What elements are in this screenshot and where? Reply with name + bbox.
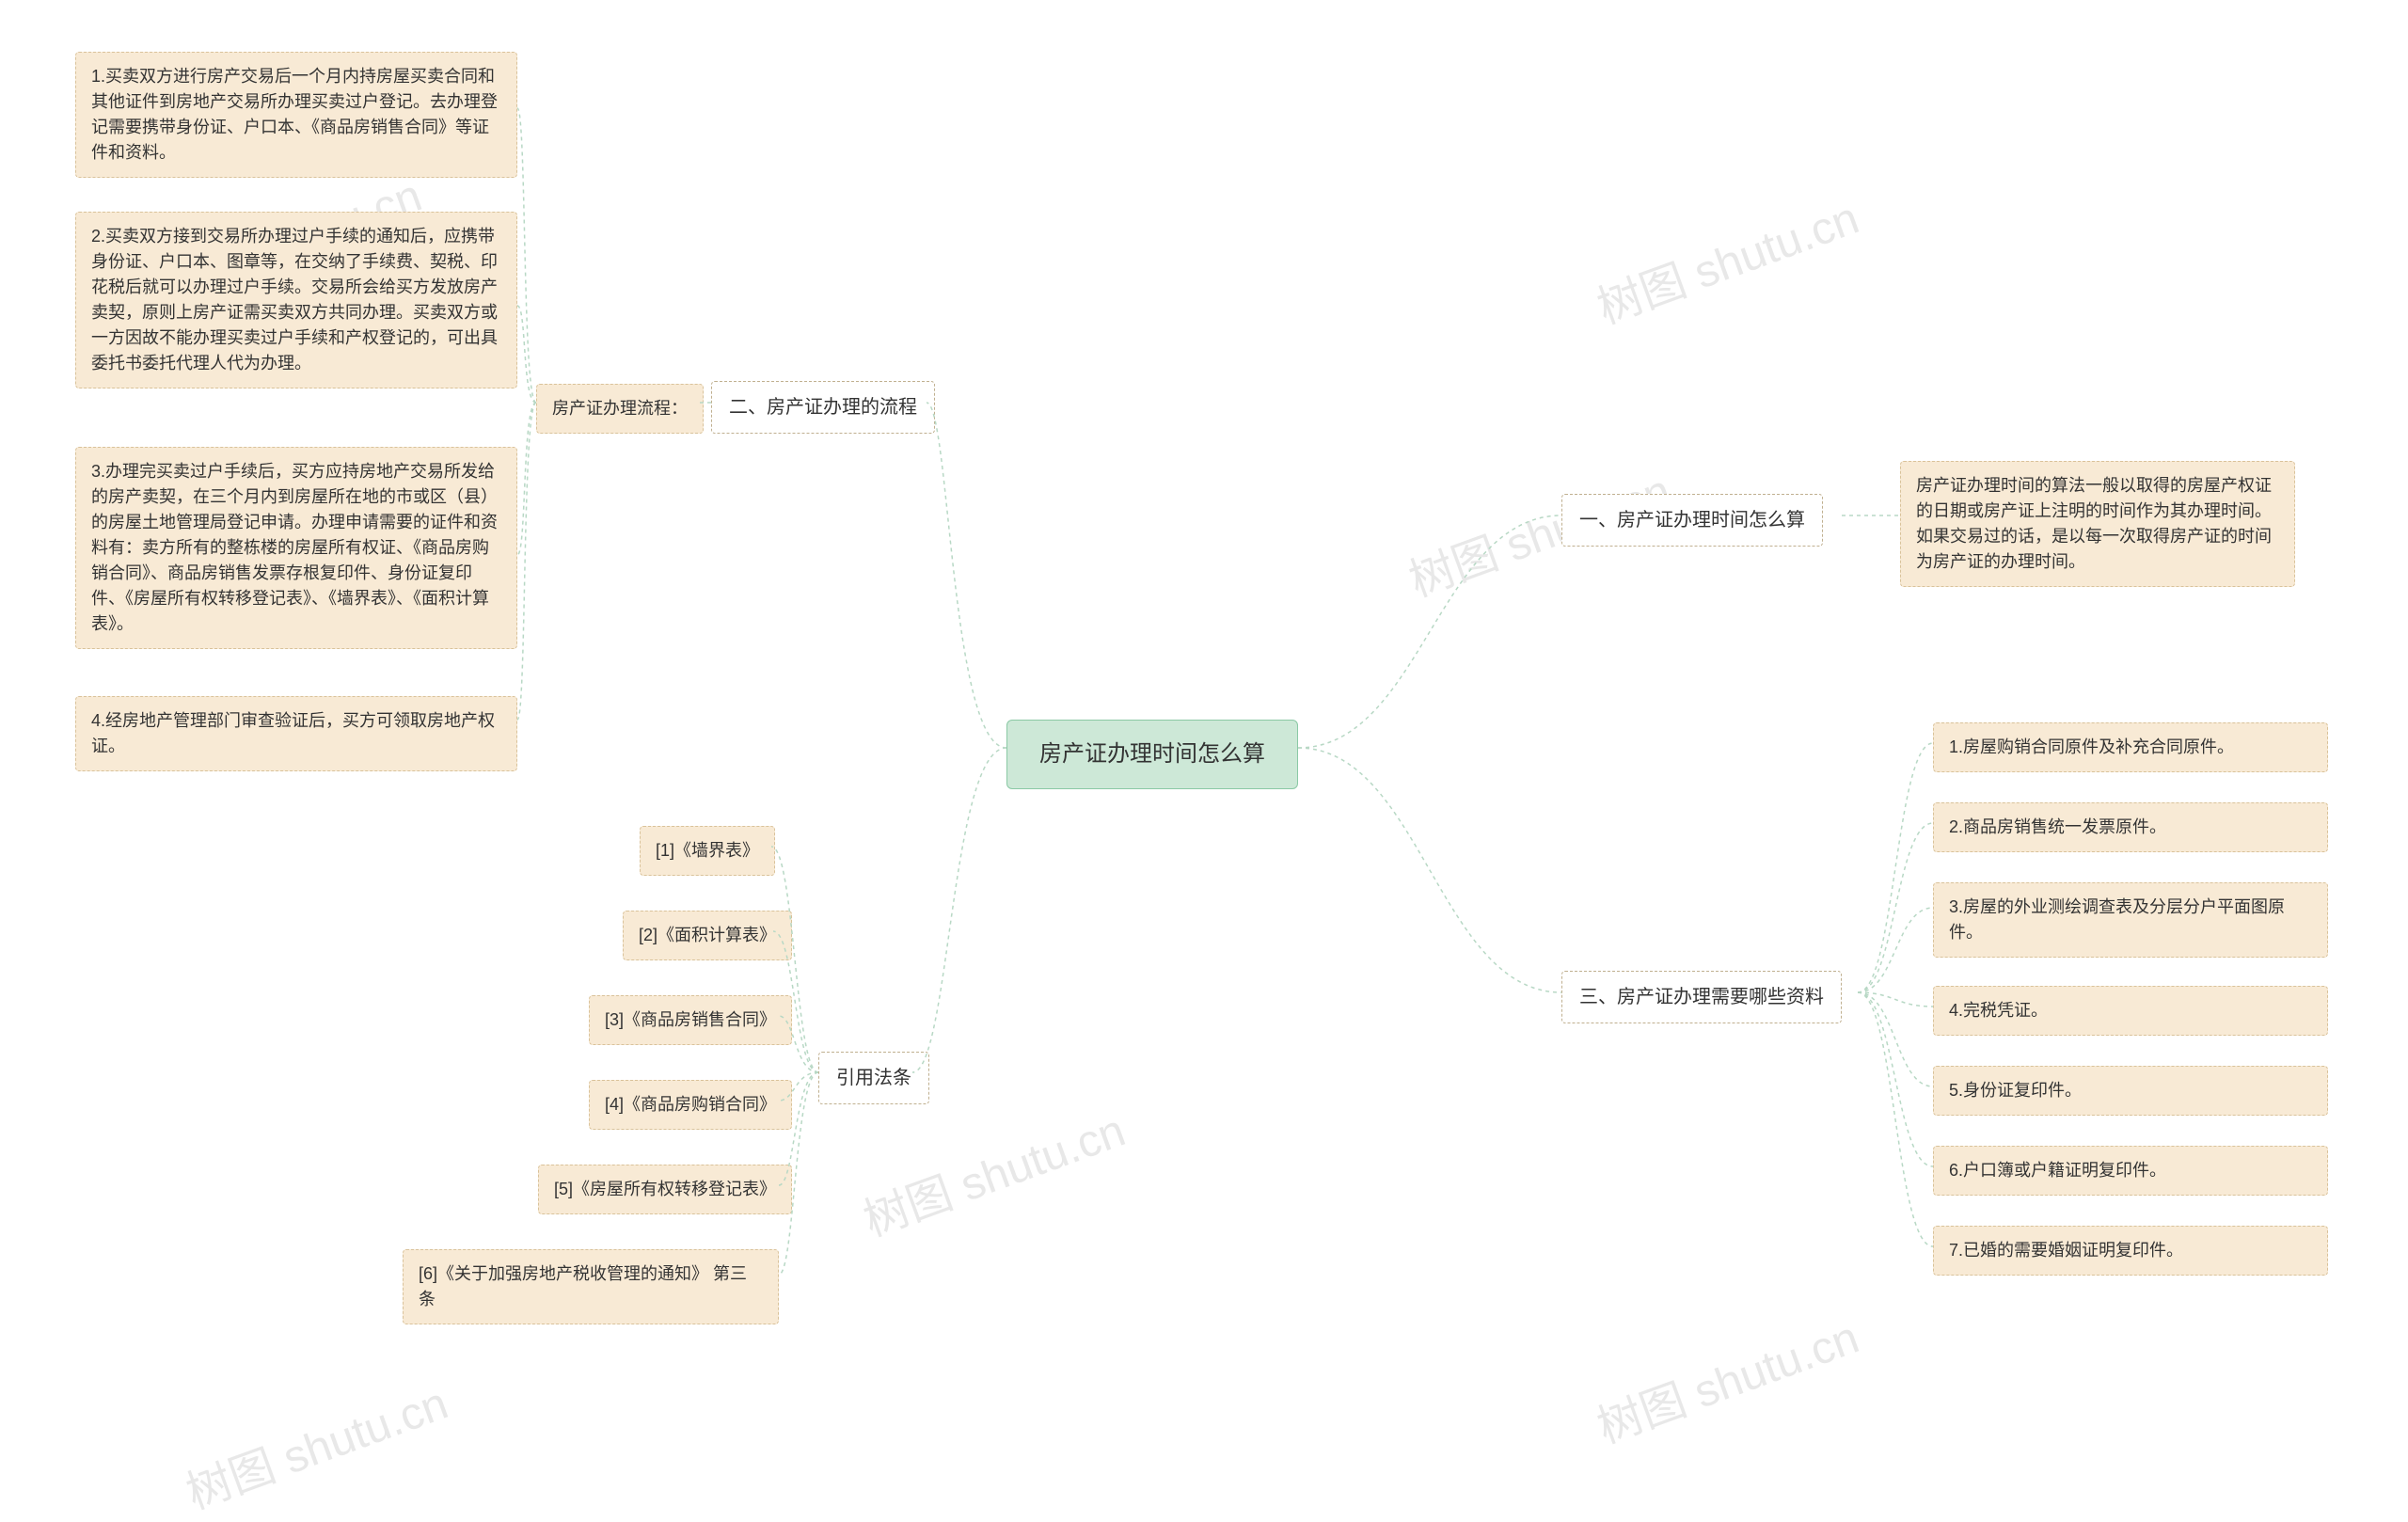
branch-3-item-2: 2.商品房销售统一发票原件。 — [1933, 802, 2328, 852]
branch-2-item-1: 1.买卖双方进行房产交易后一个月内持房屋买卖合同和其他证件到房地产交易所办理买卖… — [75, 52, 517, 178]
branch-3-item-5: 5.身份证复印件。 — [1933, 1066, 2328, 1116]
branch-3: 三、房产证办理需要哪些资料 — [1561, 971, 1842, 1023]
root-node: 房产证办理时间怎么算 — [1006, 720, 1298, 789]
branch-3-item-6: 6.户口簿或户籍证明复印件。 — [1933, 1146, 2328, 1196]
branch-4: 引用法条 — [818, 1052, 929, 1104]
branch-1-desc: 房产证办理时间的算法一般以取得的房屋产权证的日期或房产证上注明的时间作为其办理时… — [1900, 461, 2295, 587]
branch-3-item-4: 4.完税凭证。 — [1933, 986, 2328, 1036]
branch-4-item-4: [4]《商品房购销合同》 — [589, 1080, 792, 1130]
watermark: 树图 shutu.cn — [1587, 1300, 1866, 1455]
watermark: 树图 shutu.cn — [1587, 181, 1866, 336]
watermark: 树图 shutu.cn — [176, 1366, 455, 1521]
branch-4-item-6: [6]《关于加强房地产税收管理的通知》 第三条 — [403, 1249, 779, 1324]
branch-4-item-3: [3]《商品房销售合同》 — [589, 995, 792, 1045]
branch-2-item-4: 4.经房地产管理部门审查验证后，买方可领取房地产权证。 — [75, 696, 517, 771]
branch-4-item-1: [1]《墙界表》 — [640, 826, 775, 876]
branch-4-item-2: [2]《面积计算表》 — [623, 911, 792, 960]
branch-3-item-7: 7.已婚的需要婚姻证明复印件。 — [1933, 1226, 2328, 1276]
branch-4-item-5: [5]《房屋所有权转移登记表》 — [538, 1165, 792, 1214]
branch-2-sub: 房产证办理流程： — [536, 384, 704, 434]
watermark: 树图 shutu.cn — [853, 1093, 1133, 1248]
branch-3-item-1: 1.房屋购销合同原件及补充合同原件。 — [1933, 722, 2328, 772]
branch-2-item-2: 2.买卖双方接到交易所办理过户手续的通知后，应携带身份证、户口本、图章等，在交纳… — [75, 212, 517, 388]
branch-1: 一、房产证办理时间怎么算 — [1561, 494, 1823, 547]
branch-2: 二、房产证办理的流程 — [711, 381, 935, 434]
branch-3-item-3: 3.房屋的外业测绘调查表及分层分户平面图原件。 — [1933, 882, 2328, 958]
branch-2-item-3: 3.办理完买卖过户手续后，买方应持房地产交易所发给的房产卖契，在三个月内到房屋所… — [75, 447, 517, 649]
